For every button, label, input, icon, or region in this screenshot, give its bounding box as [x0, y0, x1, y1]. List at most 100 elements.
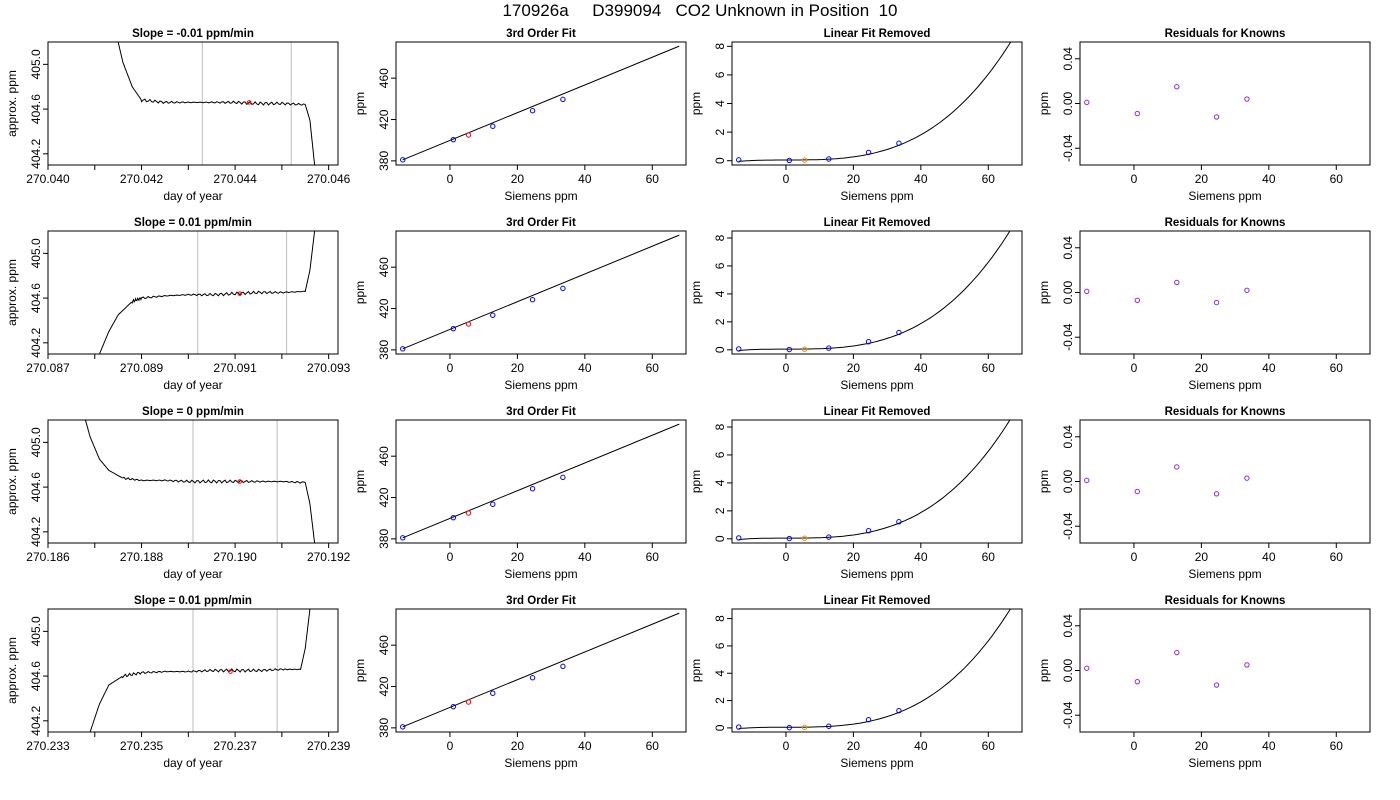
x-tick-label: 20 [511, 739, 525, 753]
x-axis-label: Siemens ppm [1188, 756, 1261, 770]
plot-area [400, 234, 680, 352]
time-series-line [99, 231, 316, 354]
known-point [786, 535, 793, 542]
y-tick-label: 0.00 [1061, 658, 1075, 682]
panel-r3c1: 3rd Order Fit 0 20 40 60 380 420 460 Siemens ppm… [353, 595, 687, 770]
x-tick-label: 0 [783, 361, 790, 375]
y-tick-label: 460 [377, 257, 391, 277]
x-tick-label: 60 [646, 739, 660, 753]
plot-area [736, 609, 1011, 731]
y-tick-label: 6 [713, 451, 727, 458]
y-tick-label: 0 [713, 157, 727, 164]
panel-title: Slope = 0.01 ppm/min [134, 217, 252, 229]
fit-line [402, 423, 680, 539]
plot-area [1084, 279, 1250, 306]
x-tick-label: 20 [847, 739, 861, 753]
y-tick-label: 420 [377, 487, 391, 507]
x-tick-label: 60 [646, 361, 660, 375]
known-point [736, 157, 742, 163]
y-axis-label: ppm [1037, 659, 1051, 682]
x-tick-label: 270.233 [26, 739, 70, 753]
x-tick-label: 40 [914, 361, 928, 375]
x-axis-label: day of year [163, 189, 222, 203]
plot-frame [47, 419, 339, 544]
panel-r1c1: 3rd Order Fit 0 20 40 60 380 420 460 Siemens ppm… [353, 217, 687, 392]
plot-area [400, 612, 680, 730]
plot-frame [47, 608, 339, 733]
panel-r3c0: Slope = 0.01 ppm/min 270.233 270.235 270.23… [5, 595, 351, 770]
unknown-point [801, 346, 808, 352]
fit-line [402, 234, 680, 350]
unknown-marker [237, 479, 243, 484]
fit-curve [738, 231, 1011, 351]
y-tick-label: 460 [377, 68, 391, 88]
unknown-point [465, 510, 472, 516]
residual-point [1084, 99, 1090, 106]
y-axis-label: ppm [689, 281, 703, 304]
known-point [786, 157, 793, 164]
plot-frame [395, 41, 687, 166]
x-tick-label: 270.235 [120, 739, 164, 753]
y-axis-label: ppm [689, 92, 703, 115]
panel-title: Residuals for Knowns [1165, 28, 1286, 40]
time-series-line [117, 42, 316, 165]
known-point [560, 96, 566, 103]
x-tick-label: 270.091 [213, 361, 257, 375]
x-tick-label: 0 [1131, 550, 1138, 564]
known-point [490, 123, 496, 129]
y-tick-label: 405.0 [29, 616, 43, 646]
figure-title: 170926a D399094 CO2 Unknown in Position … [502, 1, 898, 20]
fit-curve [738, 420, 1011, 540]
y-tick-label: 405.0 [29, 49, 43, 79]
y-tick-label: -0.04 [1061, 512, 1075, 540]
panel-r1c0: Slope = 0.01 ppm/min 270.087 270.089 270.09… [5, 217, 351, 392]
unknown-point [801, 535, 808, 541]
panel-title: 3rd Order Fit [506, 28, 576, 40]
y-tick-label: 404.2 [29, 138, 43, 168]
x-tick-label: 0 [783, 172, 790, 186]
residual-point [1213, 682, 1220, 688]
known-point [529, 486, 536, 492]
residual-point [1244, 287, 1250, 293]
known-point [529, 108, 536, 114]
x-axis-label: Siemens ppm [840, 567, 913, 581]
y-tick-label: 0 [713, 724, 727, 731]
known-point [896, 329, 902, 336]
y-tick-label: -0.04 [1061, 701, 1075, 729]
plot-area [736, 42, 1012, 164]
panel-r1c3: Residuals for Knowns 0 20 40 60 -0.04 0.00 0.04… [1037, 217, 1371, 392]
y-tick-label: 6 [713, 71, 727, 78]
x-tick-label: 0 [783, 550, 790, 564]
residual-point [1134, 678, 1141, 685]
x-tick-label: 40 [578, 361, 592, 375]
panel-title: Linear Fit Removed [824, 406, 931, 418]
residual-point [1134, 110, 1141, 117]
x-axis-label: Siemens ppm [840, 756, 913, 770]
panel-title: 3rd Order Fit [506, 406, 576, 418]
known-point [786, 724, 793, 731]
x-tick-label: 20 [1195, 739, 1209, 753]
residual-point [1213, 491, 1220, 497]
y-axis-label: ppm [353, 281, 367, 304]
plot-frame [1079, 419, 1371, 544]
x-axis-label: Siemens ppm [1188, 378, 1261, 392]
plot-area [736, 420, 1011, 542]
known-point [896, 140, 902, 146]
time-series-line [84, 420, 316, 543]
known-point [400, 535, 406, 541]
panel-title: Slope = 0.01 ppm/min [134, 595, 252, 607]
residual-point [1213, 114, 1220, 120]
y-axis-label: approx. ppm [5, 637, 19, 704]
y-tick-label: 420 [377, 298, 391, 318]
known-point [736, 535, 742, 541]
y-tick-label: 0 [713, 346, 727, 353]
unknown-point [801, 157, 808, 163]
plot-frame [395, 419, 687, 544]
panel-title: Residuals for Knowns [1165, 595, 1286, 607]
known-point [450, 703, 457, 710]
x-tick-label: 270.186 [26, 550, 70, 564]
x-tick-label: 0 [1131, 361, 1138, 375]
plot-area [84, 420, 316, 543]
known-point [865, 528, 872, 534]
